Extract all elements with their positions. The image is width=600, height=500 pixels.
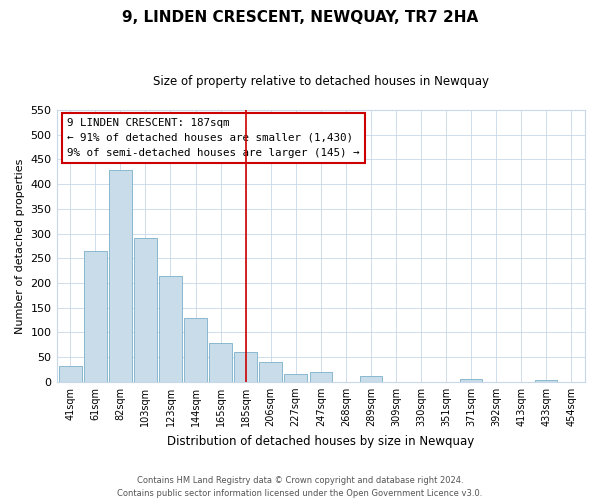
Bar <box>134 238 157 382</box>
Text: 9, LINDEN CRESCENT, NEWQUAY, TR7 2HA: 9, LINDEN CRESCENT, NEWQUAY, TR7 2HA <box>122 10 478 25</box>
Bar <box>209 344 232 382</box>
Title: Size of property relative to detached houses in Newquay: Size of property relative to detached ho… <box>153 75 489 88</box>
Text: 9 LINDEN CRESCENT: 187sqm
← 91% of detached houses are smaller (1,430)
9% of sem: 9 LINDEN CRESCENT: 187sqm ← 91% of detac… <box>67 118 359 158</box>
Y-axis label: Number of detached properties: Number of detached properties <box>15 158 25 334</box>
Bar <box>109 170 131 382</box>
Bar <box>310 372 332 382</box>
Bar <box>235 352 257 382</box>
Bar <box>359 376 382 382</box>
X-axis label: Distribution of detached houses by size in Newquay: Distribution of detached houses by size … <box>167 434 475 448</box>
Bar <box>84 251 107 382</box>
Bar <box>159 276 182 382</box>
Bar <box>184 318 207 382</box>
Bar <box>284 374 307 382</box>
Bar <box>460 380 482 382</box>
Bar <box>259 362 282 382</box>
Bar <box>535 380 557 382</box>
Bar <box>59 366 82 382</box>
Text: Contains HM Land Registry data © Crown copyright and database right 2024.
Contai: Contains HM Land Registry data © Crown c… <box>118 476 482 498</box>
